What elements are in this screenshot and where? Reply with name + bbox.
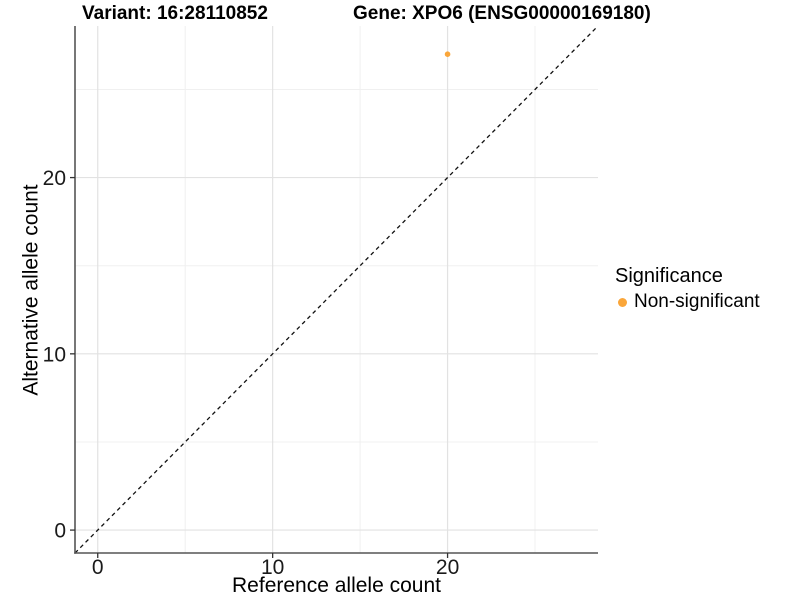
x-tick-label: 0 bbox=[92, 556, 104, 579]
x-tick-label: 10 bbox=[261, 556, 284, 579]
y-axis-title: Alternative allele count bbox=[20, 183, 44, 396]
x-axis-title: Reference allele count bbox=[232, 574, 441, 597]
data-point bbox=[444, 51, 451, 58]
y-axis-title-container: Alternative allele count bbox=[10, 26, 54, 553]
legend-item-label: Non-significant bbox=[634, 291, 760, 312]
identity-line bbox=[74, 25, 599, 554]
y-tick-label: 20 bbox=[43, 167, 66, 190]
plot-title-variant: Variant: 16:28110852 bbox=[82, 3, 268, 24]
legend-item-non-significant: Non-significant bbox=[615, 291, 760, 313]
legend-title: Significance bbox=[615, 265, 723, 287]
y-tick-label: 10 bbox=[43, 343, 66, 366]
legend: Significance Non-significant bbox=[615, 265, 760, 313]
legend-point-icon bbox=[618, 298, 627, 307]
plot-title-gene: Gene: XPO6 (ENSG00000169180) bbox=[353, 3, 651, 24]
y-tick-label: 0 bbox=[54, 520, 66, 543]
x-tick-label: 20 bbox=[436, 556, 459, 579]
